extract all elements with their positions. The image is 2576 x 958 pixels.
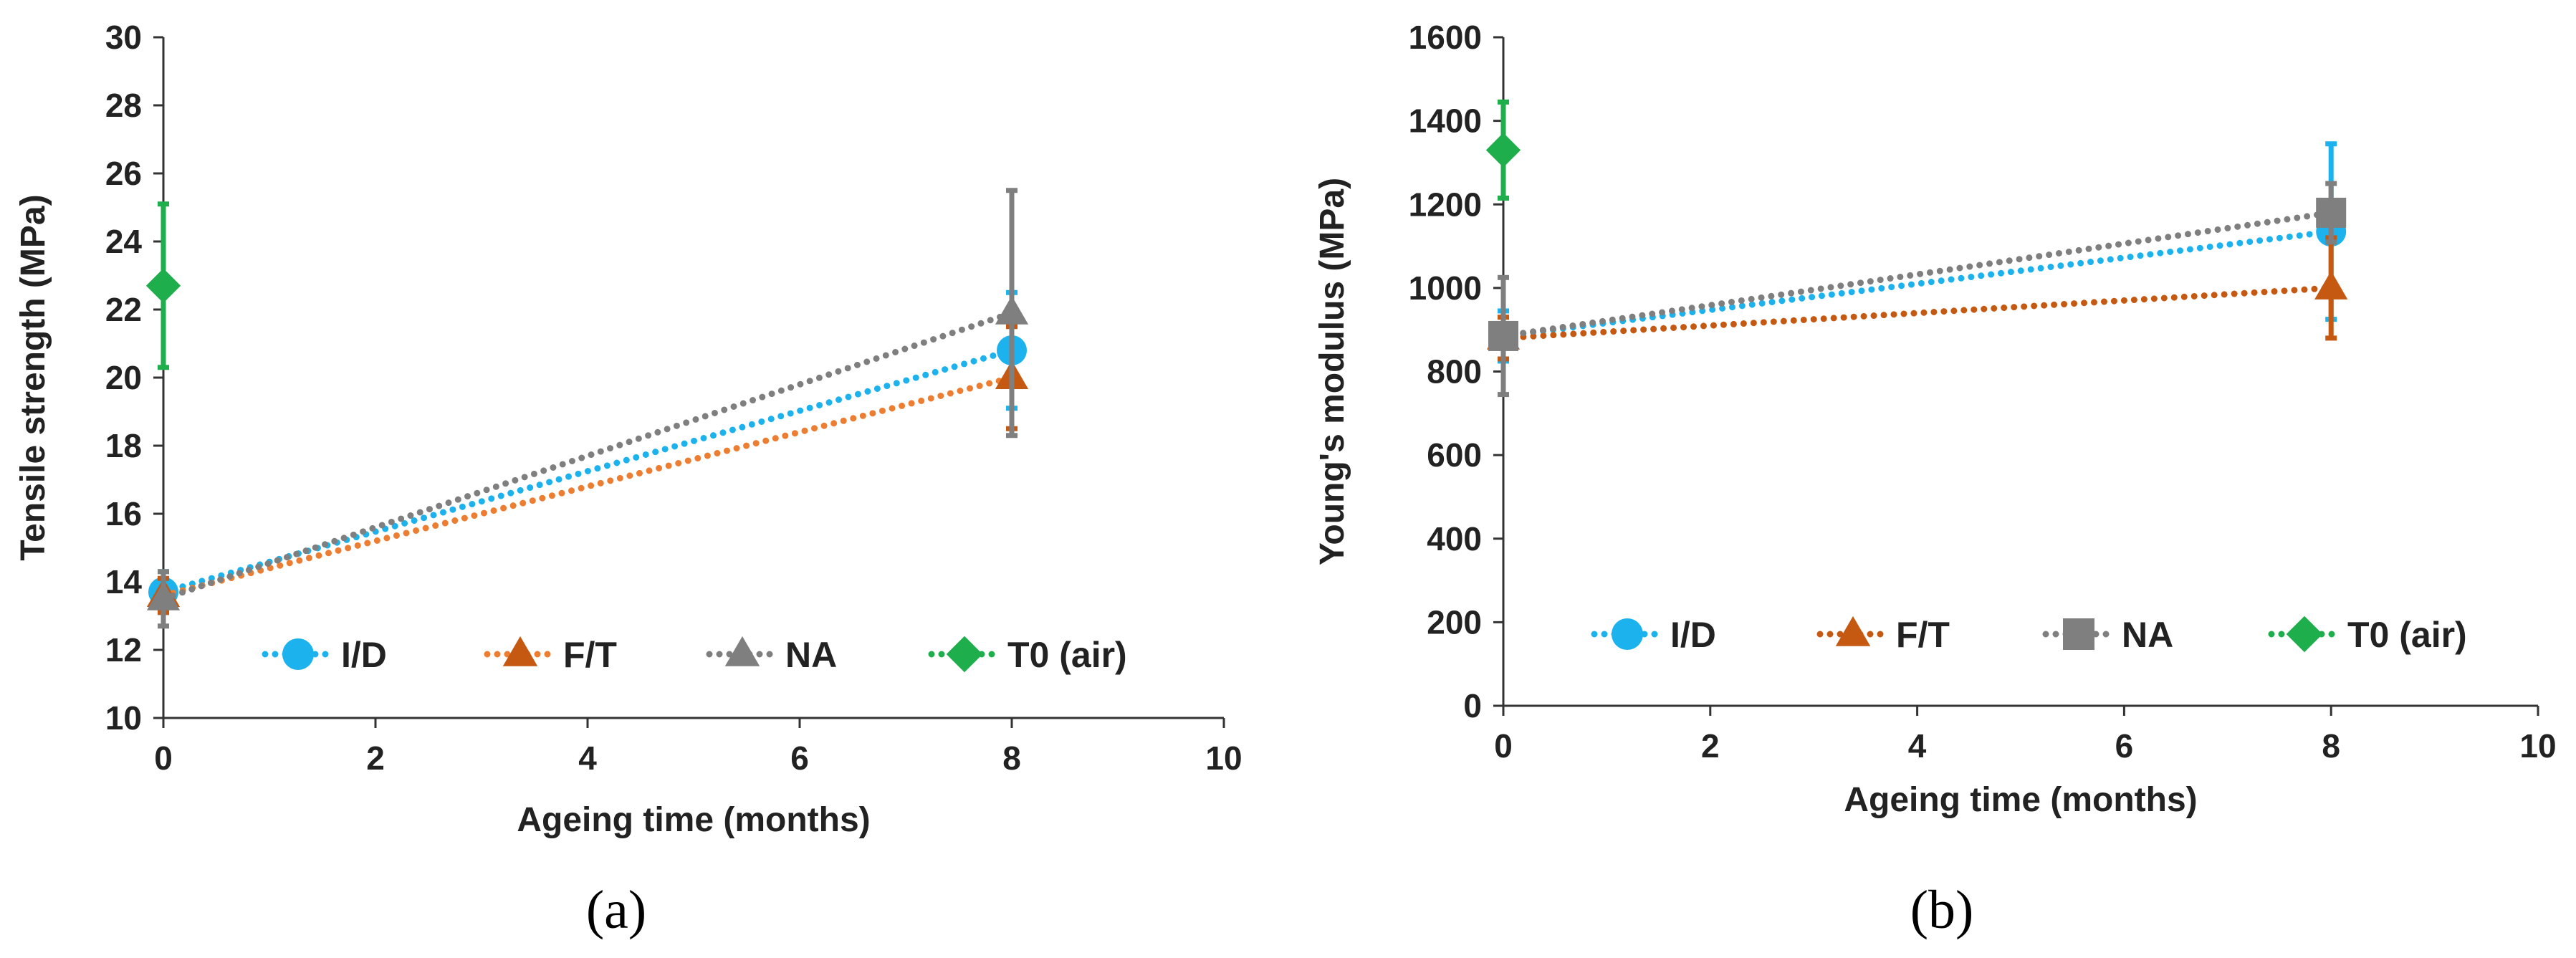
data-point bbox=[995, 295, 1029, 325]
x-tick-label: 10 bbox=[2519, 727, 2556, 765]
series-na bbox=[146, 188, 1029, 629]
y-axis-title: Tensile strength (MPa) bbox=[14, 194, 52, 560]
y-tick-label: 26 bbox=[105, 155, 142, 192]
y-tick-label: 24 bbox=[105, 223, 143, 260]
y-tick-label: 10 bbox=[105, 699, 142, 737]
legend-marker bbox=[946, 636, 983, 673]
legend-item: NA bbox=[706, 635, 837, 675]
legend-marker bbox=[502, 636, 538, 666]
series-line bbox=[1500, 209, 2335, 340]
legend-label: I/D bbox=[1670, 615, 1716, 655]
series-na bbox=[1488, 181, 2347, 398]
y-tick-label: 28 bbox=[105, 87, 142, 124]
y-tick-label: 12 bbox=[105, 631, 142, 669]
y-tick-label: 14 bbox=[105, 563, 143, 600]
x-tick-label: 2 bbox=[366, 739, 385, 777]
x-tick-label: 0 bbox=[1494, 727, 1513, 765]
data-point bbox=[1485, 133, 1521, 168]
data-point bbox=[2314, 270, 2348, 300]
legend-marker bbox=[282, 638, 314, 670]
chart-panel-a: 0 2 4 6 8 10 10 12 14 16 18 20 22 24 26 28 30 Ageing time… bbox=[0, 0, 1290, 954]
series-line bbox=[160, 310, 1015, 603]
series-t0-air- bbox=[145, 201, 181, 370]
y-axis-title: Young's modulus (MPa) bbox=[1313, 178, 1351, 565]
series-line bbox=[160, 347, 1015, 595]
x-tick-label: 10 bbox=[1205, 739, 1242, 777]
figure-caption: (a) bbox=[586, 880, 646, 940]
legend-marker bbox=[1835, 615, 1871, 646]
chart-b-svg: 0 2 4 6 8 10 0 200 400 600 800 1000 1200 1400 1600 Agei… bbox=[1313, 19, 2557, 940]
x-tick-label: 6 bbox=[790, 739, 809, 777]
y-tick-label: 20 bbox=[105, 359, 142, 396]
y-tick-label: 18 bbox=[105, 427, 142, 464]
figure-caption: (b) bbox=[1910, 880, 1974, 940]
legend-item: NA bbox=[2042, 615, 2173, 655]
y-tick-label: 1400 bbox=[1409, 102, 1482, 140]
data-point bbox=[146, 581, 181, 610]
legend-marker bbox=[2063, 618, 2094, 650]
series-i-d bbox=[1488, 141, 2347, 364]
y-tick-label: 22 bbox=[105, 291, 142, 328]
data-point bbox=[1488, 320, 1518, 351]
legend-item: F/T bbox=[484, 635, 617, 675]
series-line bbox=[1500, 284, 2335, 342]
legend-label: NA bbox=[2122, 615, 2173, 655]
legend-label: I/D bbox=[341, 635, 387, 675]
legend-item: T0 (air) bbox=[2268, 615, 2467, 655]
legend-marker bbox=[724, 636, 760, 666]
x-tick-label: 6 bbox=[2115, 727, 2134, 765]
chart-panel-b: 0 2 4 6 8 10 0 200 400 600 800 1000 1200 1400 1600 Agei… bbox=[1290, 0, 2576, 954]
data-point bbox=[2316, 197, 2347, 228]
legend-label: NA bbox=[785, 635, 837, 675]
x-tick-label: 4 bbox=[578, 739, 597, 777]
y-tick-label: 16 bbox=[105, 495, 142, 532]
y-tick-label: 1000 bbox=[1409, 269, 1482, 307]
x-axis-title: Ageing time (months) bbox=[1844, 781, 2197, 819]
series-t0-air- bbox=[1485, 99, 1521, 201]
x-tick-label: 4 bbox=[1908, 727, 1927, 765]
y-tick-label: 200 bbox=[1427, 603, 1482, 641]
legend-label: T0 (air) bbox=[1007, 635, 1127, 675]
legend-item: F/T bbox=[1816, 615, 1950, 655]
series-line bbox=[160, 374, 1015, 599]
x-tick-label: 0 bbox=[154, 739, 173, 777]
y-tick-label: 600 bbox=[1427, 436, 1482, 474]
x-tick-label: 2 bbox=[1701, 727, 1720, 765]
legend-item: I/D bbox=[1591, 615, 1716, 655]
legend-label: T0 (air) bbox=[2347, 615, 2467, 655]
legend-marker bbox=[2286, 615, 2323, 653]
legend-item: I/D bbox=[262, 635, 387, 675]
y-tick-label: 0 bbox=[1463, 687, 1482, 724]
series-f-t bbox=[1486, 235, 2348, 362]
data-point bbox=[145, 268, 181, 303]
series-line bbox=[1500, 228, 2335, 340]
legend-marker bbox=[1612, 618, 1643, 650]
y-tick-label: 800 bbox=[1427, 353, 1482, 391]
legend-item: T0 (air) bbox=[928, 635, 1127, 675]
legend-label: F/T bbox=[563, 635, 617, 675]
y-tick-label: 400 bbox=[1427, 520, 1482, 557]
y-tick-label: 30 bbox=[105, 19, 142, 56]
x-tick-label: 8 bbox=[1002, 739, 1021, 777]
y-tick-label: 1200 bbox=[1409, 186, 1482, 223]
legend-label: F/T bbox=[1896, 615, 1950, 655]
y-tick-label: 1600 bbox=[1409, 19, 1482, 56]
x-tick-label: 8 bbox=[2322, 727, 2340, 765]
x-axis-title: Ageing time (months) bbox=[517, 801, 870, 839]
